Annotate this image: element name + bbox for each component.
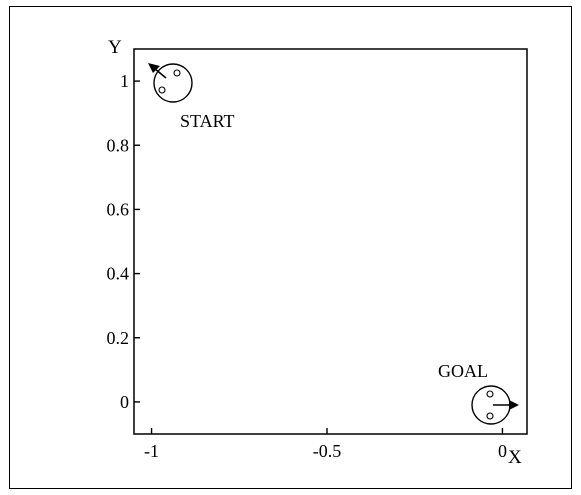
- x-tick-label: -0.5: [313, 441, 342, 461]
- start-robot-wheel: [173, 69, 181, 77]
- x-axis-name: X: [508, 447, 522, 468]
- y-tick-label: 0.4: [107, 264, 130, 284]
- start-robot-wheel: [158, 86, 166, 94]
- y-tick-label: 0.2: [107, 328, 130, 348]
- start-heading-arrow-icon: [148, 63, 160, 73]
- x-tick-label: -1: [144, 441, 159, 461]
- y-axis-name: Y: [108, 37, 122, 58]
- y-tick-label: 0.8: [107, 135, 130, 155]
- y-tick-label: 0.6: [107, 199, 130, 219]
- y-tick-label: 1: [120, 71, 129, 91]
- start-robot: [148, 63, 193, 103]
- axis-ticks: 0 0.2 0.4 0.6 0.8 1 -1 -0.5 0: [107, 71, 507, 461]
- goal-heading-arrow-icon: [509, 400, 519, 410]
- goal-label: GOAL: [438, 361, 488, 381]
- start-label: START: [180, 111, 234, 131]
- goal-robot-wheel: [486, 412, 494, 420]
- y-tick-label: 0: [120, 392, 129, 412]
- plot-area: [133, 48, 528, 435]
- goal-robot-wheel: [486, 390, 494, 398]
- figure-frame: [9, 6, 572, 489]
- goal-robot: [471, 385, 519, 425]
- x-tick-label: 0: [498, 441, 507, 461]
- start-robot-body: [153, 63, 193, 103]
